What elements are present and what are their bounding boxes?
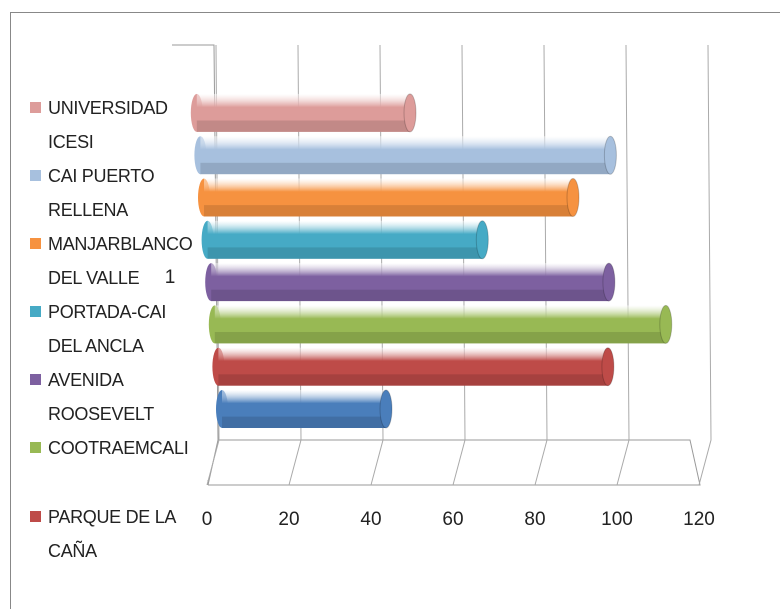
grid-line (370, 44, 384, 486)
x-tick-label: 100 (601, 509, 633, 530)
legend-swatch (30, 102, 41, 113)
bar-shade (204, 205, 573, 217)
x-tick-label: 0 (202, 509, 213, 530)
bar-shade (218, 374, 608, 386)
bar-shade (207, 247, 483, 259)
legend-item: MANJARBLANCO DEL VALLE (30, 227, 193, 295)
legend-label: PORTADA-CAI DEL ANCLA (48, 302, 167, 356)
bar-cap (403, 93, 417, 133)
legend-item: COOTRAEMCALI (30, 431, 190, 465)
legend-item: CAI PUERTO RELLENA (30, 159, 190, 227)
bar-shade (196, 120, 410, 132)
bar-cap (602, 262, 616, 302)
grid-line (616, 44, 630, 486)
legend-item: AVENIDA ROOSEVELT (30, 363, 190, 431)
bar-cap (603, 135, 617, 175)
bar (207, 220, 483, 259)
legend-item: PORTADA-CAI DEL ANCLA (30, 295, 190, 363)
bar-cap (475, 220, 489, 260)
bar (196, 93, 410, 132)
bar (214, 305, 666, 344)
legend-swatch (30, 170, 41, 181)
legend-swatch (30, 374, 41, 385)
x-tick-label: 60 (442, 509, 463, 530)
grid-line (698, 44, 712, 486)
x-tick-label: 80 (524, 509, 545, 530)
bar-cap (566, 178, 580, 217)
legend-label: CAI PUERTO RELLENA (48, 166, 155, 220)
legend-swatch (30, 511, 41, 522)
legend-item: UNIVERSIDAD ICESI (30, 91, 190, 159)
bar (211, 263, 609, 302)
legend-label: AVENIDA ROOSEVELT (48, 370, 154, 424)
category-label: 1 (165, 267, 176, 288)
legend-swatch (30, 238, 41, 249)
bar-cap (659, 304, 673, 344)
bar-shade (211, 289, 609, 302)
bar (200, 136, 611, 175)
grid-line (452, 44, 466, 486)
bar-cap (379, 389, 393, 429)
bar (222, 390, 386, 428)
grid-line (288, 44, 302, 486)
legend-label: PARQUE DE LA CAÑA (48, 507, 176, 561)
legend-label: COOTRAEMCALI (48, 438, 189, 458)
x-tick-label: 20 (278, 509, 299, 530)
bar-shade (214, 332, 666, 344)
legend-swatch (30, 442, 41, 453)
grid-line (206, 44, 220, 486)
legend-item: PARQUE DE LA CAÑA (30, 500, 190, 568)
bar-cap (601, 347, 615, 387)
bar (204, 178, 573, 217)
legend-label: MANJARBLANCO DEL VALLE (48, 234, 193, 288)
bar (218, 347, 608, 386)
x-tick-label: 120 (683, 509, 715, 530)
bar-shade (222, 416, 386, 428)
x-tick-label: 40 (360, 509, 381, 530)
legend-swatch (30, 306, 41, 317)
legend-label: UNIVERSIDAD ICESI (48, 98, 168, 152)
grid-line (534, 44, 548, 486)
frame (10, 12, 780, 609)
floor (207, 439, 701, 486)
bar-shade (200, 162, 611, 175)
